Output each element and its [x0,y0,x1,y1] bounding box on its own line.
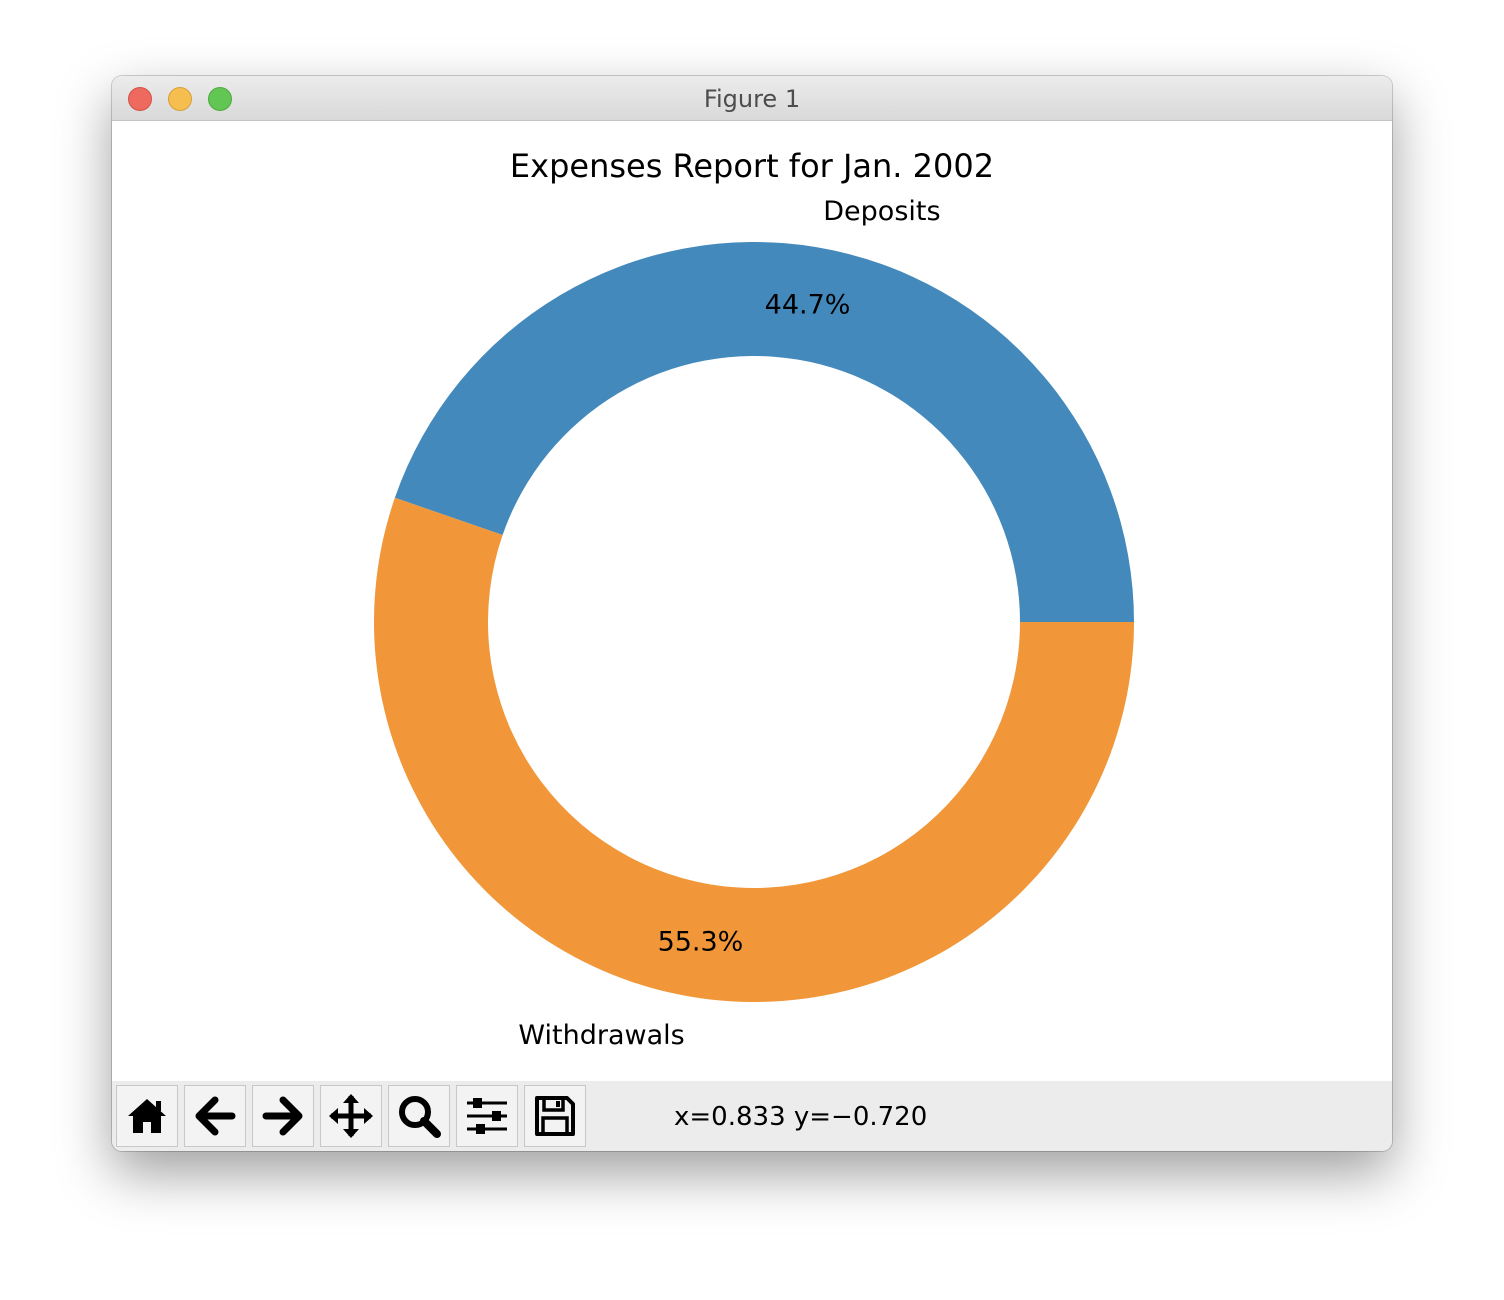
figure-canvas[interactable]: Expenses Report for Jan. 2002 44.7% Depos… [112,121,1392,1081]
magnifier-icon [399,1096,441,1138]
donut-chart: Expenses Report for Jan. 2002 44.7% Depos… [374,147,1134,1051]
zoom-window-button[interactable] [208,87,232,111]
title-bar[interactable]: Figure 1 [112,76,1392,121]
window-title: Figure 1 [703,85,801,113]
pan-button[interactable] [320,1085,382,1147]
percent-label-withdrawals: 55.3% [658,927,744,958]
donut-slices [374,241,1134,1002]
slice-deposits [394,241,1134,622]
sliders-icon [467,1098,507,1134]
slice-withdrawals [374,497,1134,1002]
chart-title: Expenses Report for Jan. 2002 [510,147,994,185]
zoom-button[interactable] [388,1085,450,1147]
figure-window: Figure 1 Expenses Report for Jan. 2002 4… [112,76,1392,1151]
arrow-left-icon [195,1096,236,1136]
forward-button[interactable] [252,1085,314,1147]
arrow-right-icon [262,1096,303,1136]
category-label-deposits: Deposits [823,196,940,227]
cursor-coordinates: x=0.833 y=−0.720 [674,1102,928,1132]
home-button[interactable] [116,1085,178,1147]
configure-subplots-button[interactable] [456,1085,518,1147]
move-icon [329,1094,373,1138]
close-window-button[interactable] [128,87,152,111]
back-button[interactable] [184,1085,246,1147]
home-icon [128,1099,166,1133]
minimize-window-button[interactable] [168,87,192,111]
category-label-withdrawals: Withdrawals [518,1020,684,1051]
save-button[interactable] [524,1085,586,1147]
floppy-disk-icon [535,1096,575,1136]
donut-labels: 44.7% Deposits 55.3% Withdrawals [518,196,940,1051]
navigation-toolbar: x=0.833 y=−0.720 [112,1081,1392,1151]
percent-label-deposits: 44.7% [765,289,851,320]
